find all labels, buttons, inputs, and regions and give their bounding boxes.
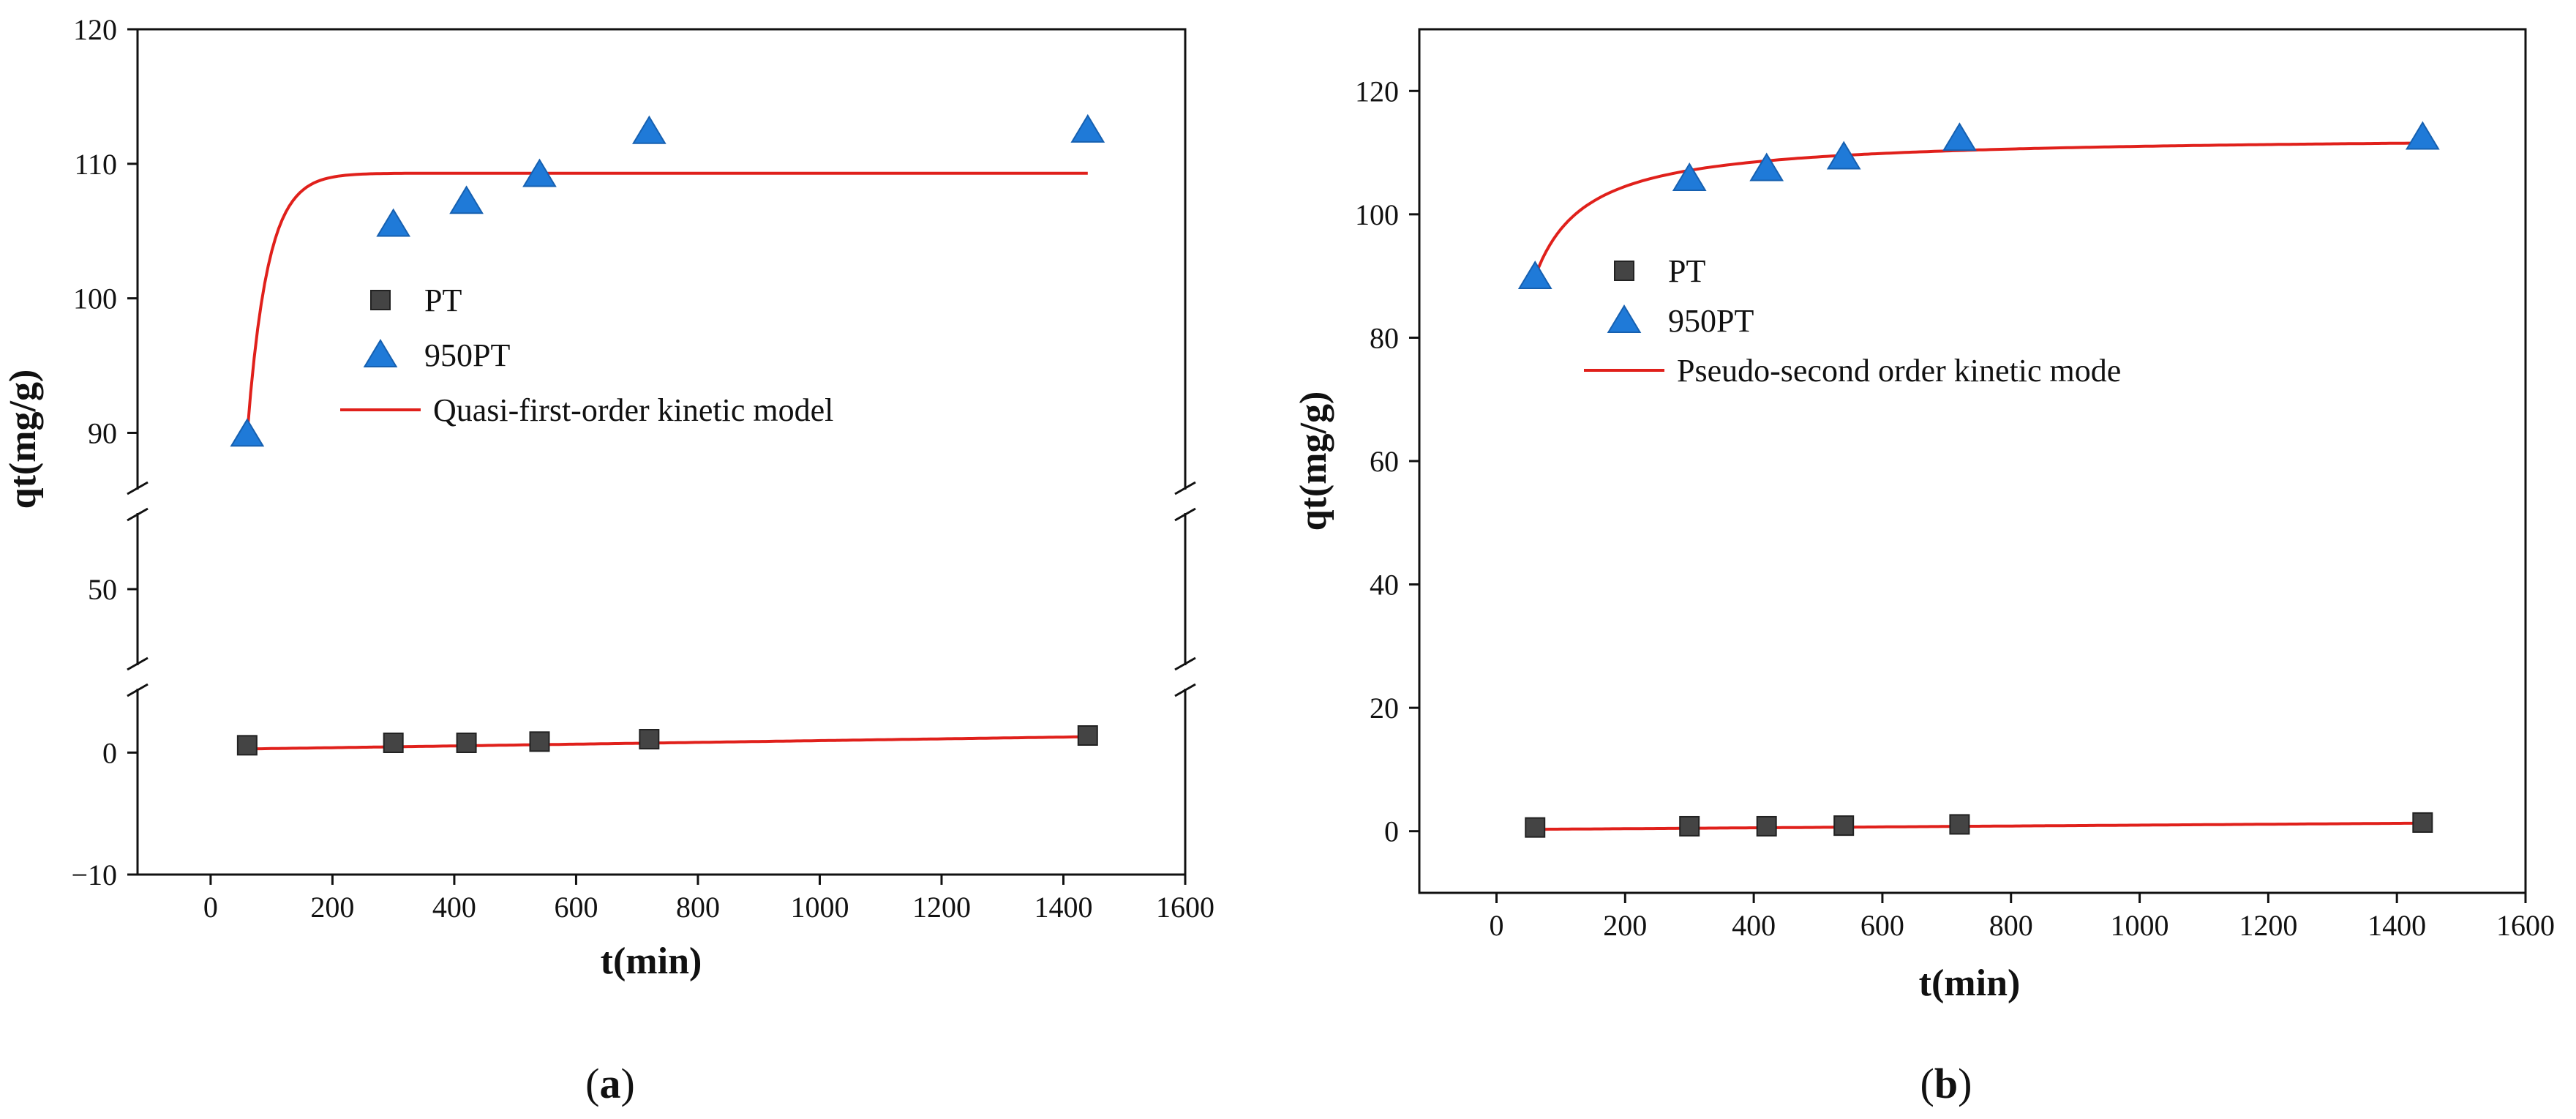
fit-curve: [1533, 141, 2423, 277]
x-tick-label: 1600: [1156, 891, 1214, 924]
legend-label: PT: [1668, 253, 1705, 289]
tpt-data-point: [1070, 113, 1105, 143]
x-axis-title: t(min): [601, 940, 702, 982]
pt-data-point: [383, 733, 404, 753]
tpt-data-point: [2405, 121, 2440, 150]
panel-a-chart: 0 200 400 600 800 1000 1200 1400 1600 −10 0 50 90 100…: [2, 13, 1214, 982]
y-tick-label: 90: [88, 416, 117, 449]
x-tick-label: 200: [310, 891, 354, 924]
panel-b-chart: 0 200 400 600 800 1000 1200 1400 1600 0 20 40 60 80 10…: [1293, 28, 2555, 1004]
tpt-data-point: [1942, 122, 1977, 151]
legend-pt-marker: [370, 290, 391, 310]
panel-b-caption: (b): [1920, 1060, 1972, 1107]
axis-break-gap: [1175, 490, 1195, 513]
y-tick-label: 110: [74, 148, 117, 181]
y-tick-label: 0: [102, 736, 117, 769]
x-tick-label: 800: [676, 891, 720, 924]
y-axis-title: qt(mg/g): [2, 370, 44, 509]
x-tick-label: 1000: [790, 891, 849, 924]
panel-a-letter: a: [600, 1060, 621, 1107]
legend-label: Pseudo-second order kinetic mode: [1677, 353, 2121, 389]
x-tick-label: 600: [1860, 909, 1904, 942]
y-tick-label: 40: [1370, 569, 1399, 602]
right-axis-break-mark: [1174, 683, 1196, 697]
y-tick-label: 120: [1355, 75, 1399, 108]
legend-label: Quasi-first-order kinetic model: [433, 392, 833, 428]
y-axis-title: qt(mg/g): [1293, 392, 1334, 531]
tpt-data-point: [1826, 141, 1861, 170]
tpt-data-point: [1749, 152, 1784, 181]
pt-data-point: [2412, 812, 2433, 833]
pt-data-point: [639, 729, 660, 749]
fit-curve: [245, 171, 1088, 435]
x-tick-label: 400: [432, 891, 476, 924]
plot-frame: [136, 28, 1187, 876]
y-tick-label: −10: [71, 858, 117, 891]
legend-label: 950PT: [424, 337, 510, 373]
x-tick-label: 1000: [2111, 909, 2169, 942]
x-axis-title: t(min): [1919, 962, 2021, 1004]
pt-data-point: [1679, 815, 1700, 837]
x-tick-label: 600: [554, 891, 598, 924]
x-tick-label: 400: [1732, 909, 1776, 942]
x-tick-label: 1400: [1034, 891, 1092, 924]
pt-data-point: [1525, 817, 1546, 838]
panel-a-caption: (a): [585, 1060, 635, 1107]
tpt-data-point: [230, 418, 265, 447]
x-tick-label: 1200: [912, 891, 971, 924]
x-tick-label: 800: [1989, 909, 2033, 942]
pt-data-point: [236, 735, 258, 756]
tpt-data-point: [1517, 261, 1552, 289]
legend-label: PT: [424, 282, 462, 318]
x-tick-label: 1400: [2367, 909, 2426, 942]
legend-label: 950PT: [1668, 303, 1754, 339]
y-tick-label: 120: [73, 13, 117, 46]
axis-break-gap: [1175, 665, 1195, 689]
x-tick-label: 0: [1489, 909, 1503, 942]
tpt-data-point: [522, 158, 557, 187]
tpt-data-point: [1672, 162, 1707, 191]
x-tick-label: 0: [203, 891, 218, 924]
pt-data-point: [456, 733, 477, 753]
pt-data-point: [1949, 814, 1970, 835]
y-tick-label: 80: [1370, 321, 1399, 354]
left-axis-break-mark: [127, 683, 149, 697]
left-axis-break-mark: [127, 507, 149, 522]
legend: PT 950PT Pseudo-second order kinetic mode: [1584, 253, 2121, 389]
pt-data-point: [1833, 815, 1855, 837]
legend-pt-marker: [1614, 261, 1634, 281]
y-tick-label: 0: [1384, 815, 1399, 848]
legend-tpt-marker: [1607, 304, 1642, 333]
left-axis-break-mark: [127, 481, 149, 495]
x-tick-label: 200: [1603, 909, 1647, 942]
axis-break-gap: [127, 665, 148, 689]
y-tick-label: 20: [1370, 692, 1399, 725]
legend-tpt-marker: [363, 339, 398, 367]
x-tick-label: 1600: [2496, 909, 2555, 942]
pt-data-point: [529, 731, 550, 752]
tpt-data-point: [449, 185, 484, 214]
legend: PT 950PT Quasi-first-order kinetic model: [340, 282, 833, 428]
y-tick-label: 100: [73, 282, 117, 315]
right-axis-break-mark: [1174, 507, 1196, 522]
pt-data-point: [1756, 815, 1777, 837]
tpt-data-point: [631, 115, 666, 144]
x-tick-label: 1200: [2239, 909, 2297, 942]
pt-data-point: [1077, 725, 1098, 746]
y-tick-label: 100: [1355, 198, 1399, 231]
tpt-data-point: [376, 208, 411, 237]
right-axis-break-mark: [1174, 481, 1196, 495]
axis-break-gap: [127, 490, 148, 513]
y-tick-label: 60: [1370, 445, 1399, 478]
y-tick-label: 50: [88, 573, 117, 606]
left-axis-break-mark: [127, 656, 149, 671]
panel-b-letter: b: [1934, 1060, 1958, 1107]
right-axis-break-mark: [1174, 656, 1196, 671]
